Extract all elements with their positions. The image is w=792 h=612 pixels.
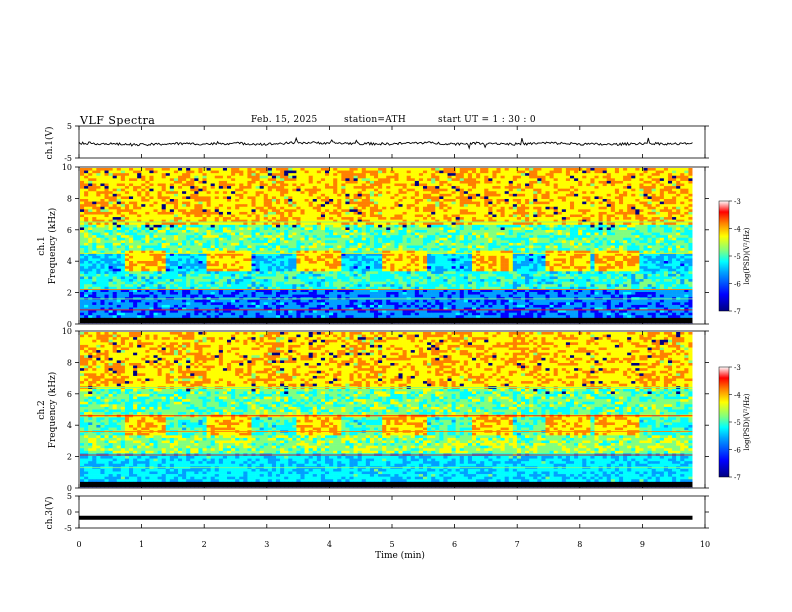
ch1-spectrogram-ylabel: ch.1Frequency (kHz) bbox=[37, 208, 58, 285]
ch1-waveform-frame bbox=[78, 125, 706, 159]
y-tick-label: 10 bbox=[62, 327, 72, 336]
ch2-spectrogram-ylabel: ch.2Frequency (kHz) bbox=[37, 372, 58, 449]
x-tick-label: 2 bbox=[202, 540, 207, 549]
y-tick-label: 5 bbox=[67, 122, 72, 131]
ch1-colorbar-label: log(PSD)(V²/Hz) bbox=[743, 227, 751, 284]
y-tick-label: 6 bbox=[67, 390, 72, 399]
x-tick-label: 1 bbox=[139, 540, 144, 549]
y-tick-label: -5 bbox=[64, 154, 72, 163]
colorbar-tick-label: -6 bbox=[734, 447, 741, 455]
colorbar-tick-label: -4 bbox=[734, 226, 741, 234]
x-tick-label: 7 bbox=[515, 540, 520, 549]
y-tick-label: 0 bbox=[67, 508, 72, 517]
ch3-waveform-frame bbox=[78, 495, 706, 529]
colorbar-tick-label: -4 bbox=[734, 392, 741, 400]
y-tick-label: 2 bbox=[67, 289, 72, 298]
x-tick-label: 9 bbox=[640, 540, 645, 549]
x-tick-label: 10 bbox=[700, 540, 710, 549]
ch2-spectrogram-panel bbox=[80, 332, 704, 488]
x-axis-label: Time (min) bbox=[375, 550, 425, 561]
x-tick-label: 8 bbox=[577, 540, 582, 549]
ch3-waveform-ylabel: ch.3(V) bbox=[44, 497, 55, 530]
colorbar-tick-label: -7 bbox=[734, 308, 741, 316]
ch1-spectrogram-panel bbox=[80, 168, 704, 324]
ch1-colorbar bbox=[718, 200, 730, 312]
y-tick-label: 10 bbox=[62, 163, 72, 172]
y-tick-label: -5 bbox=[64, 524, 72, 533]
y-tick-label: 6 bbox=[67, 226, 72, 235]
x-tick-label: 5 bbox=[389, 540, 394, 549]
y-tick-label: 4 bbox=[67, 257, 72, 266]
colorbar-tick-label: -3 bbox=[734, 198, 741, 206]
colorbar-tick-label: -5 bbox=[734, 253, 741, 261]
date-label: Feb. 15, 2025 bbox=[251, 115, 318, 125]
colorbar-tick-label: -6 bbox=[734, 281, 741, 289]
y-tick-label: 8 bbox=[67, 358, 72, 367]
x-tick-label: 0 bbox=[76, 540, 81, 549]
x-tick-label: 3 bbox=[264, 540, 269, 549]
ch2-colorbar bbox=[718, 366, 730, 478]
ch2-colorbar-label: log(PSD)(V²/Hz) bbox=[743, 393, 751, 450]
y-tick-label: 5 bbox=[67, 492, 72, 501]
y-tick-label: 0 bbox=[67, 320, 72, 329]
y-tick-label: 2 bbox=[67, 453, 72, 462]
y-tick-label: 8 bbox=[67, 194, 72, 203]
x-tick-label: 6 bbox=[452, 540, 457, 549]
ch1-waveform-ylabel: ch.1(V) bbox=[44, 127, 55, 160]
y-tick-label: 4 bbox=[67, 421, 72, 430]
station-label: station=ATH bbox=[344, 115, 407, 125]
x-tick-label: 4 bbox=[327, 540, 332, 549]
y-tick-label: 0 bbox=[67, 484, 72, 493]
colorbar-tick-label: -3 bbox=[734, 364, 741, 372]
ch1-waveform-trace bbox=[78, 136, 693, 150]
ch1-waveform-line bbox=[78, 136, 693, 150]
start-ut-label: start UT = 1 : 30 : 0 bbox=[438, 115, 536, 125]
colorbar-tick-label: -7 bbox=[734, 474, 741, 482]
colorbar-tick-label: -5 bbox=[734, 419, 741, 427]
figure-title: VLF Spectra bbox=[80, 114, 156, 127]
